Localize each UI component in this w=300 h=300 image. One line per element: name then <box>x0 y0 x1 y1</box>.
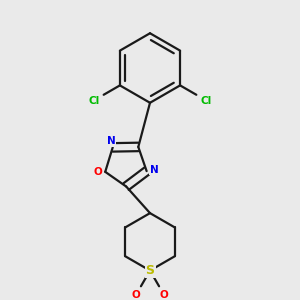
Text: O: O <box>160 290 168 300</box>
Text: O: O <box>93 167 102 177</box>
Text: S: S <box>146 264 154 277</box>
Text: O: O <box>132 290 140 300</box>
Text: Cl: Cl <box>201 95 212 106</box>
Text: Cl: Cl <box>88 95 99 106</box>
Text: N: N <box>107 136 116 146</box>
Text: N: N <box>150 165 159 175</box>
